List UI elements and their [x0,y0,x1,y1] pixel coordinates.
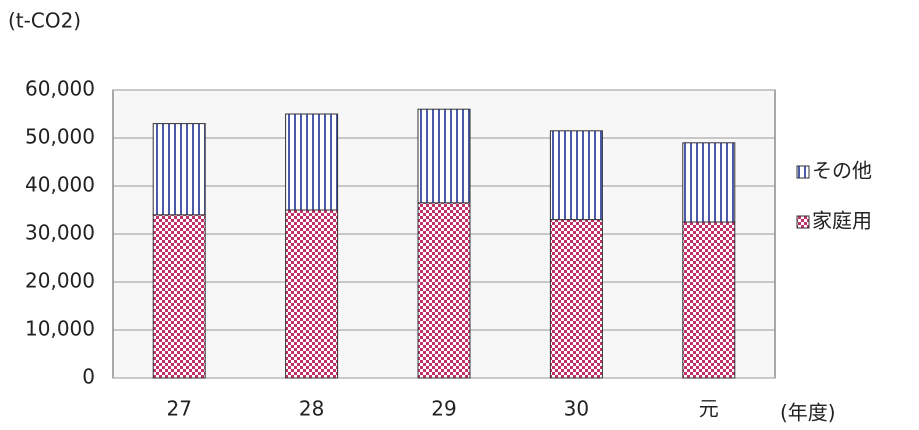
bar-segment [417,202,471,379]
bar-segment [152,214,206,379]
legend-label: 家庭用 [812,209,872,233]
bar-segment [285,209,339,379]
x-tick-label: 30 [564,397,589,421]
y-tick-label: 40,000 [25,173,95,197]
legend-swatch [796,165,810,179]
x-tick-label: 28 [299,397,324,421]
legend-swatch [796,215,810,229]
x-tick-label: 27 [166,397,191,421]
x-tick-label: 29 [431,397,456,421]
y-tick-label: 10,000 [25,317,95,341]
bar-segment [682,142,736,223]
bar-segment [549,130,603,221]
bar-segment [417,108,471,204]
y-tick-label: 60,000 [25,77,95,101]
y-tick-label: 50,000 [25,125,95,149]
legend-label: その他 [812,159,872,183]
y-tick-label: 30,000 [25,221,95,245]
bar-segment [549,219,603,379]
y-axis-label: (t-CO2) [8,9,81,33]
bar-segment [285,113,339,211]
y-tick-label: 20,000 [25,269,95,293]
x-axis-label: (年度) [780,401,836,425]
bar-segment [682,221,736,379]
bar-segment [152,123,206,216]
x-tick-label: 元 [699,397,719,421]
y-tick-label: 0 [82,365,95,389]
